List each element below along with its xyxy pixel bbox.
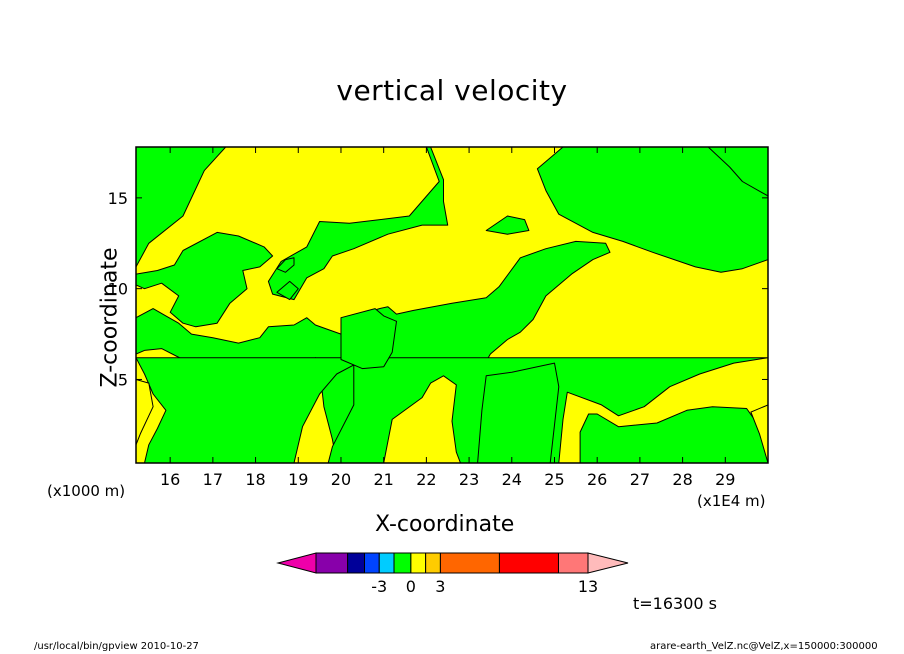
contour-region-9 <box>477 362 560 463</box>
footer-source: arare-earth_VelZ.nc@VelZ,x=150000:300000 <box>650 641 878 652</box>
x-axis-unit-left: (x1000 m) <box>47 482 126 500</box>
colorbar-swatch <box>347 552 365 574</box>
y-tick-label: 10 <box>108 280 128 299</box>
colorbar-under-triangle <box>276 552 317 574</box>
x-tick-label: 19 <box>288 470 308 489</box>
contour-region-3 <box>536 147 768 273</box>
contour-region-2 <box>259 147 449 301</box>
colorbar-swatch <box>439 552 500 574</box>
colorbar-swatch <box>393 552 412 574</box>
x-tick-label: 17 <box>203 470 223 489</box>
colorbar-swatch <box>363 552 380 574</box>
x-tick-label: 29 <box>715 470 735 489</box>
contour-region-13 <box>750 404 768 463</box>
contour-region-5 <box>485 215 530 235</box>
x-axis-label: X-coordinate <box>375 512 515 537</box>
contour-region-8 <box>340 308 397 370</box>
x-tick-label: 26 <box>587 470 607 489</box>
time-label: t=16300 s <box>633 594 717 613</box>
contour-region-4 <box>707 147 768 197</box>
colorbar-swatch <box>410 552 427 574</box>
y-tick-label: 15 <box>108 189 128 208</box>
colorbar-swatch <box>557 552 589 574</box>
y-tick-label: 5 <box>118 370 128 389</box>
x-tick-label: 28 <box>672 470 692 489</box>
x-tick-label: 25 <box>544 470 564 489</box>
colorbar-swatch <box>315 552 349 574</box>
contour-region-10 <box>579 406 768 463</box>
contour-region-11 <box>276 257 295 273</box>
y-axis-label: Z-coordinate <box>97 247 123 388</box>
contour-region-0 <box>136 147 227 268</box>
contour-region-1 <box>136 231 274 328</box>
colorbar-swatch <box>498 552 559 574</box>
colorbar-label: 3 <box>435 577 445 596</box>
footer-program: /usr/local/bin/gpview 2010-10-27 <box>34 641 199 652</box>
colorbar-label: 0 <box>406 577 416 596</box>
colorbar-swatch <box>378 552 395 574</box>
contour-region-14 <box>136 379 154 446</box>
x-axis-unit-right: (x1E4 m) <box>697 492 766 510</box>
x-tick-label: 20 <box>331 470 351 489</box>
x-tick-label: 27 <box>630 470 650 489</box>
colorbar-label: 13 <box>578 577 598 596</box>
colorbar-over-triangle <box>587 552 629 574</box>
x-tick-label: 24 <box>502 470 522 489</box>
colorbar: -3 0 3 13 <box>276 552 629 596</box>
y-axis: 5 10 15 <box>108 189 768 389</box>
x-tick-label: 23 <box>459 470 479 489</box>
colorbar-label: -3 <box>371 577 387 596</box>
x-tick-label: 16 <box>160 470 180 489</box>
colorbar-swatch <box>425 552 441 574</box>
x-tick-label: 21 <box>373 470 393 489</box>
x-tick-label: 22 <box>416 470 436 489</box>
contour-region-7 <box>136 357 768 463</box>
contour-regions <box>136 147 768 463</box>
x-tick-label: 18 <box>245 470 265 489</box>
x-axis: 16 17 18 19 20 21 22 23 24 25 26 27 28 29 <box>160 147 735 489</box>
contour-region-12 <box>276 280 299 301</box>
plot-frame <box>135 146 769 464</box>
chart-title: vertical velocity <box>336 74 568 107</box>
